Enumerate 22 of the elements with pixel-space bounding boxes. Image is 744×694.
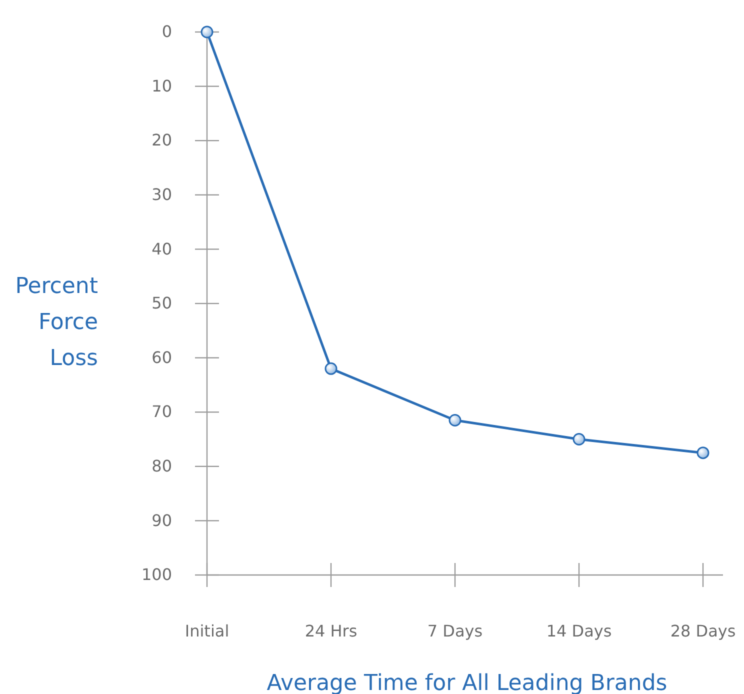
x-tick-label: 7 Days (427, 621, 483, 640)
y-tick-label: 20 (152, 130, 172, 150)
x-tick-label: 14 Days (546, 621, 612, 640)
x-tick-label: Initial (184, 621, 230, 640)
x-tick-label: 24 Hrs (304, 621, 358, 640)
point (200, 26, 214, 38)
y-tick-label: 60 (152, 348, 172, 367)
y-tick-label: 40 (152, 239, 172, 258)
y-tick-label: 10 (152, 76, 172, 96)
y-tick-label: 0 (162, 22, 172, 42)
y-tick-label: 90 (152, 510, 172, 530)
x-tick-label: 28 Days (670, 621, 736, 640)
point (572, 433, 586, 446)
y-tick-label: 50 (152, 294, 172, 313)
point (448, 414, 462, 426)
y-tick-label: 70 (152, 402, 172, 422)
y-tick-label: 30 (152, 185, 172, 204)
y-axis-title: Percent Force Loss (15, 274, 98, 371)
point (696, 446, 710, 460)
y-tick-label: 80 (152, 456, 172, 476)
y-tick-label: 100 (141, 565, 172, 584)
point (324, 362, 338, 375)
